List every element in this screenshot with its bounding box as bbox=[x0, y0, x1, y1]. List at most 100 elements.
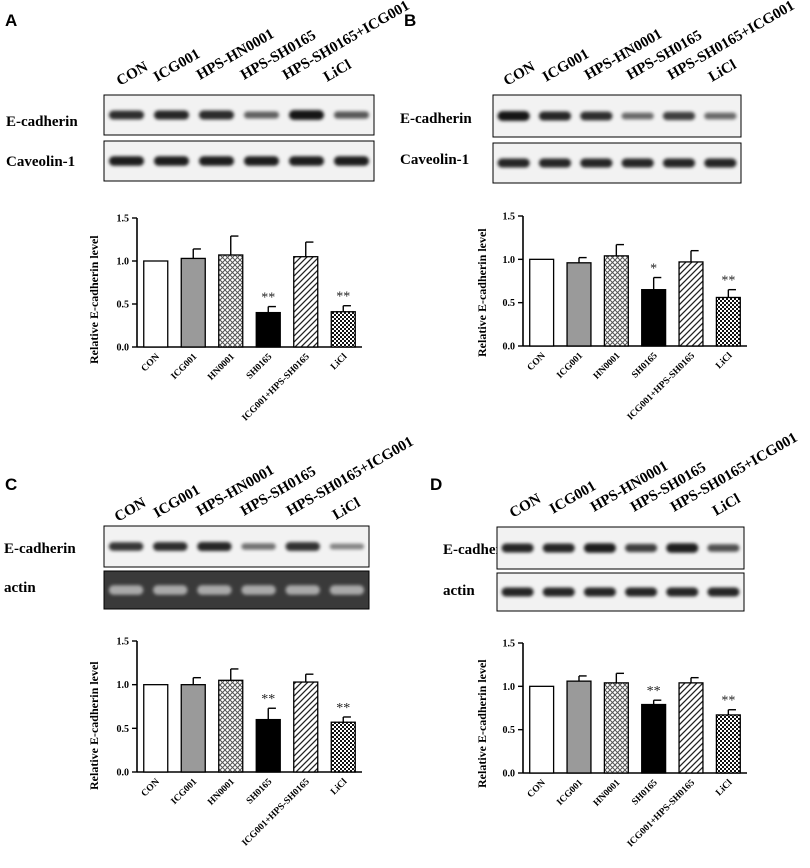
blot-background bbox=[103, 94, 375, 136]
lane-labels-a: CON ICG001 HPS-HN0001 HPS-SH0165 HPS-SH0… bbox=[114, 0, 412, 89]
panel-letter-c: C bbox=[5, 475, 17, 494]
y-axis-label: Relative E-cadherin level bbox=[87, 235, 101, 364]
blot-band bbox=[497, 111, 530, 121]
lane-label-con: CON bbox=[112, 495, 149, 526]
y-tick-label: 0.0 bbox=[117, 343, 130, 354]
significance-label: ** bbox=[336, 701, 350, 716]
bar-chart-d: 0.0 0.5 1.0 1.5 CON ICG001 HN0001 ** SH0165ICG00… bbox=[503, 639, 747, 849]
x-tick-label: LiCl bbox=[329, 352, 349, 372]
bar bbox=[330, 721, 356, 773]
blot-strip bbox=[103, 570, 370, 610]
blot-band bbox=[241, 585, 276, 595]
y-tick-label: 0.0 bbox=[503, 342, 516, 353]
bar bbox=[218, 679, 244, 773]
x-tick-label: ICG001 bbox=[170, 777, 200, 807]
blot-strip bbox=[492, 142, 742, 184]
bar bbox=[293, 256, 319, 348]
blot-band bbox=[153, 156, 190, 166]
x-tick-label: CON bbox=[526, 778, 548, 800]
blot-band bbox=[580, 158, 613, 168]
blot-band bbox=[704, 158, 737, 168]
blot-band bbox=[707, 544, 740, 552]
blot-band bbox=[666, 543, 699, 553]
blot-band bbox=[241, 543, 276, 550]
lane-labels-c: CON ICG001 HPS-HN0001 HPS-SH0165 HPS-SH0… bbox=[112, 434, 416, 526]
y-tick-label: 0.5 bbox=[117, 724, 130, 735]
x-tick-label: LiCl bbox=[714, 778, 734, 798]
blot-strip bbox=[496, 526, 745, 570]
significance-label: ** bbox=[261, 291, 275, 306]
blot-band bbox=[288, 156, 325, 166]
x-tick-label: LiCl bbox=[714, 351, 734, 371]
bar bbox=[255, 718, 281, 773]
panel-b: B CON ICG001 HPS-HN0001 HPS-SH0165 HPS-S… bbox=[400, 0, 797, 422]
blot-strip bbox=[492, 94, 742, 138]
blot-label-e-cadherin: E-cadherin bbox=[4, 541, 76, 557]
x-tick-label: ICG001 bbox=[170, 352, 200, 382]
lane-label-con: CON bbox=[114, 59, 151, 90]
blot-band bbox=[583, 587, 616, 597]
blot-strip bbox=[496, 572, 745, 612]
blot-band bbox=[538, 111, 572, 121]
blot-band bbox=[108, 542, 144, 551]
bar bbox=[529, 685, 555, 774]
bar-chart-b: 0.0 0.5 1.0 1.5 CON ICG001 HN0001 * SH0165ICG001… bbox=[503, 212, 747, 423]
blot-label-loading-control: actin bbox=[4, 580, 36, 596]
blot-label-e-cadherin: E-cadherin bbox=[400, 111, 472, 127]
blot-band bbox=[108, 110, 145, 120]
bar bbox=[143, 684, 169, 773]
blot-band bbox=[197, 541, 232, 552]
bar bbox=[293, 681, 319, 773]
blot-band bbox=[288, 110, 325, 120]
bar bbox=[715, 714, 741, 774]
blot-band bbox=[329, 543, 365, 550]
blot-band bbox=[243, 156, 280, 166]
lane-labels-b: CON ICG001 HPS-HN0001 HPS-SH0165 HPS-SH0… bbox=[501, 0, 797, 89]
blot-band bbox=[625, 543, 658, 553]
y-tick-label: 1.0 bbox=[503, 682, 516, 693]
blot-band bbox=[542, 543, 575, 553]
blot-band bbox=[329, 585, 365, 595]
blot-band bbox=[538, 158, 572, 168]
blot-band bbox=[333, 111, 370, 119]
blot-background bbox=[103, 525, 370, 568]
bar bbox=[180, 257, 206, 348]
x-tick-label: SH0165 bbox=[630, 778, 660, 808]
x-tick-label: SH0165 bbox=[245, 777, 275, 807]
lane-label-licl: LiCl bbox=[330, 495, 363, 523]
bar bbox=[143, 260, 169, 348]
blot-band bbox=[621, 158, 654, 168]
bar-chart-c: 0.0 0.5 1.0 1.5 CON ICG001 HN0001 ** SH0165ICG00… bbox=[117, 637, 362, 849]
blot-band bbox=[583, 543, 616, 553]
blot-band bbox=[108, 156, 145, 166]
y-tick-label: 1.5 bbox=[117, 637, 130, 648]
blot-band bbox=[285, 585, 320, 595]
panel-letter-b: B bbox=[404, 11, 416, 30]
blot-band bbox=[198, 110, 235, 120]
x-tick-label: ICG001+HPS-SH0165 bbox=[626, 351, 698, 423]
blot-band bbox=[285, 542, 320, 551]
blot-band bbox=[197, 585, 232, 595]
significance-label: ** bbox=[336, 290, 350, 305]
significance-label: ** bbox=[721, 274, 735, 289]
y-tick-label: 0.5 bbox=[117, 300, 130, 311]
y-tick-label: 1.5 bbox=[503, 212, 516, 223]
blot-strip bbox=[103, 94, 375, 136]
bar bbox=[641, 289, 667, 347]
blot-background bbox=[492, 94, 742, 138]
lane-label-con: CON bbox=[501, 59, 538, 90]
y-tick-label: 1.0 bbox=[117, 257, 130, 268]
bar bbox=[218, 254, 244, 348]
x-tick-label: HN0001 bbox=[592, 351, 623, 382]
blot-label-loading-control: Caveolin-1 bbox=[400, 152, 469, 168]
bar-chart-a: 0.0 0.5 1.0 1.5 CON ICG001 HN0001 ** SH0165ICG00… bbox=[117, 214, 362, 423]
blot-band bbox=[625, 587, 658, 597]
x-tick-label: HN0001 bbox=[592, 778, 623, 809]
blot-band bbox=[662, 158, 696, 168]
blot-strip bbox=[103, 140, 375, 182]
bar bbox=[678, 682, 704, 774]
bar bbox=[678, 261, 704, 347]
lane-label-icg001: ICG001 bbox=[151, 482, 203, 521]
x-tick-label: ICG001+HPS-SH0165 bbox=[240, 777, 312, 849]
